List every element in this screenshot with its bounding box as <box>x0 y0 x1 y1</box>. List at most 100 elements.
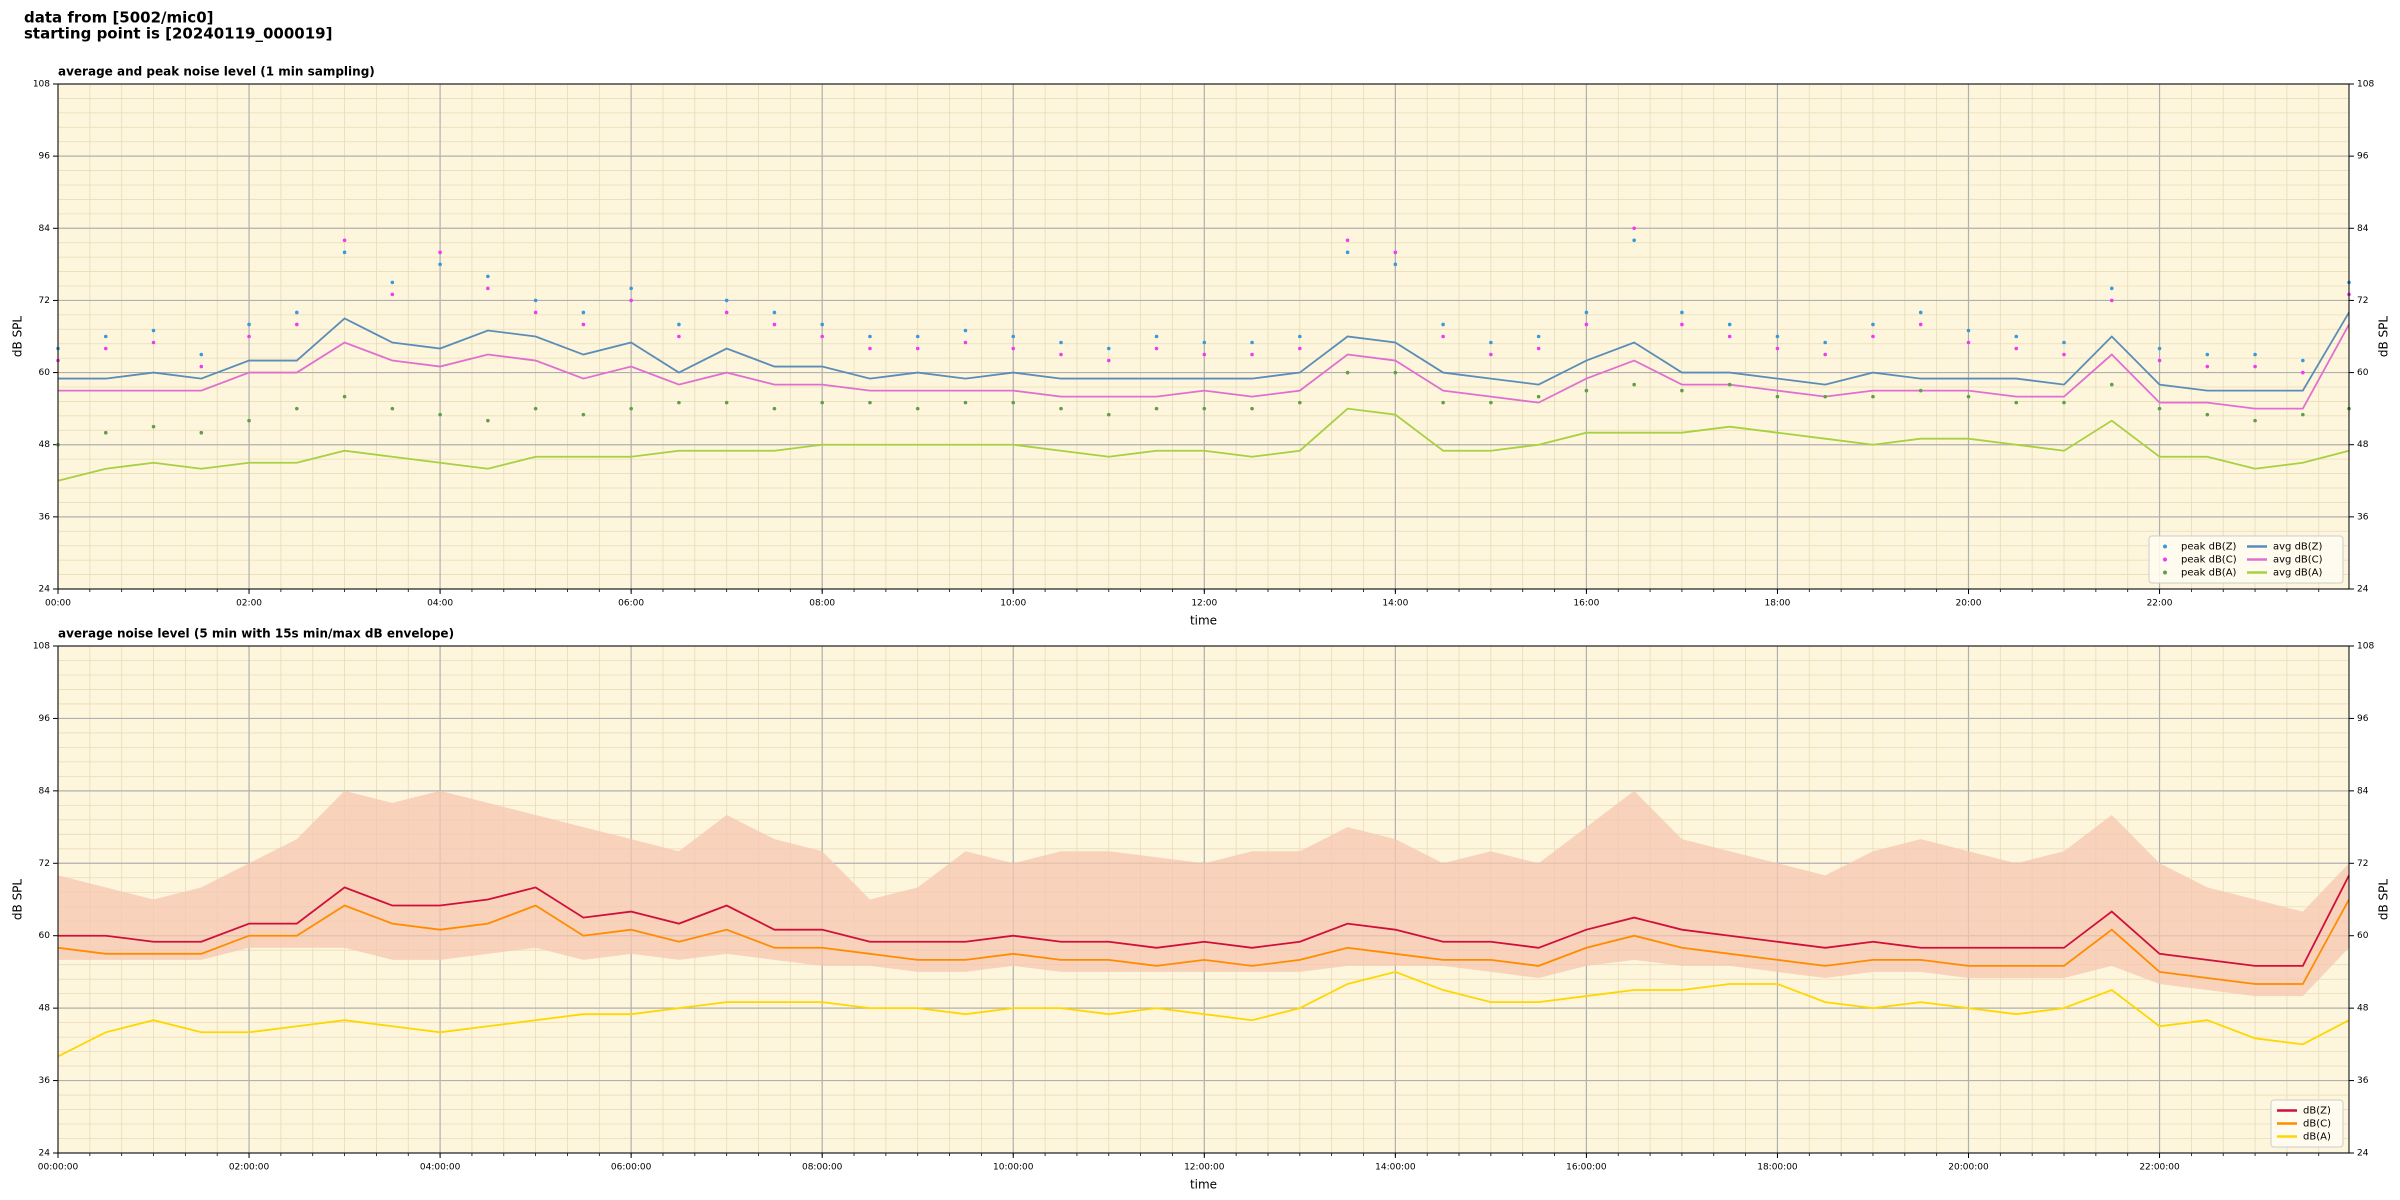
legend-label: dB(A) <box>2303 1132 2331 1143</box>
peak-dot <box>1584 310 1589 315</box>
y-tick-label: 36 <box>2357 1076 2369 1086</box>
peak-dot <box>1059 352 1063 357</box>
peak-dot <box>1489 400 1493 405</box>
y-tick-label: 108 <box>33 642 50 652</box>
y-tick-label: 48 <box>39 440 51 450</box>
x-tick-label: 22:00:00 <box>2139 1163 2180 1173</box>
y-tick-label: 72 <box>2357 859 2368 869</box>
peak-dot <box>2157 406 2162 411</box>
peak-dot <box>247 334 251 339</box>
series-line <box>57 407 2350 482</box>
series-line <box>57 899 2350 985</box>
peak-dot <box>1632 238 1636 243</box>
y-tick-label: 108 <box>33 80 50 90</box>
peak-dot <box>1059 406 1063 411</box>
x-tick-label: 08:00 <box>809 599 835 609</box>
peak-dot <box>1775 394 1780 399</box>
peak-dot <box>2301 370 2305 375</box>
peak-dot <box>915 334 920 339</box>
peak-dot <box>2157 346 2162 351</box>
legend-label: avg dB(A) <box>2273 568 2323 579</box>
peak-dot <box>151 340 156 345</box>
legend-box <box>2148 535 2344 584</box>
peak-dot <box>1823 394 1828 399</box>
peak-dot <box>1441 322 1445 327</box>
peak-dot <box>1011 400 1016 405</box>
chart-title: average noise level (5 min with 15s min/… <box>58 627 454 641</box>
peak-dot <box>2014 334 2019 339</box>
peak-dot <box>629 298 633 303</box>
y-tick-label: 96 <box>39 152 51 162</box>
y-axis-label: dB SPL <box>11 316 25 358</box>
peak-dot <box>2253 364 2257 369</box>
peak-dot <box>486 286 490 291</box>
peak-dot <box>772 310 777 315</box>
legend-label: dB(C) <box>2303 1119 2331 1130</box>
peak-dot <box>1823 340 1828 345</box>
x-tick-label: 06:00:00 <box>611 1163 652 1173</box>
y-tick-label: 96 <box>2357 152 2369 162</box>
peak-dot <box>199 430 204 435</box>
peak-dot <box>295 310 299 315</box>
y-tick-label: 24 <box>2357 1149 2369 1159</box>
peak-dot <box>629 406 633 411</box>
peak-dot <box>1393 250 1398 255</box>
y-tick-label: 60 <box>2357 931 2369 941</box>
plot-frame <box>57 83 2350 590</box>
peak-dot <box>1823 352 1828 357</box>
peak-dot <box>915 406 920 411</box>
peak-dot <box>247 322 251 327</box>
peak-dot <box>438 262 442 267</box>
peak-dot <box>1871 334 1875 339</box>
peak-dot <box>2205 352 2210 357</box>
peak-dot <box>103 430 108 435</box>
peak-dot <box>1154 406 1159 411</box>
peak-dot <box>1918 310 1923 315</box>
x-tick-label: 20:00:00 <box>1948 1163 1989 1173</box>
y-tick-label: 60 <box>2357 368 2369 378</box>
suptitle-line: starting point is [20240119_000019] <box>24 25 332 43</box>
x-tick-label: 00:00:00 <box>38 1163 79 1173</box>
peak-dot <box>533 310 538 315</box>
legend-label: dB(Z) <box>2303 1106 2331 1117</box>
peak-dot <box>1202 406 1207 411</box>
peak-dot <box>963 400 968 405</box>
peak-dot <box>2301 358 2305 363</box>
y-tick-label: 24 <box>39 1149 51 1159</box>
x-tick-label: 14:00 <box>1382 599 1408 609</box>
peak-dot <box>2062 400 2066 405</box>
peak-dot <box>1871 394 1875 399</box>
y-tick-label: 24 <box>39 585 51 595</box>
y-axis-label: dB SPL <box>11 879 25 921</box>
peak-dot <box>342 250 347 255</box>
peak-dot <box>390 292 395 297</box>
peak-dot <box>868 334 872 339</box>
y-tick-label: 84 <box>39 786 51 796</box>
x-tick-label: 16:00 <box>1573 599 1599 609</box>
peak-dot <box>1154 346 1159 351</box>
peak-dot <box>772 322 777 327</box>
legend-label: peak dB(C) <box>2181 555 2237 566</box>
x-tick-label: 08:00:00 <box>802 1163 843 1173</box>
series-line <box>58 874 2350 967</box>
peak-dot <box>1536 334 1541 339</box>
x-tick-label: 20:00 <box>1956 599 1982 609</box>
x-tick-label: 02:00 <box>236 599 262 609</box>
peak-dot <box>1775 346 1780 351</box>
peak-dot <box>438 250 442 255</box>
peak-dot <box>103 334 108 339</box>
peak-dot <box>724 400 729 405</box>
peak-dot <box>1059 340 1063 345</box>
peak-dot <box>1106 346 1111 351</box>
peak-dot <box>820 322 824 327</box>
peak-dot <box>1154 334 1159 339</box>
peak-dot <box>1918 388 1923 393</box>
plot-frame <box>57 645 2350 1154</box>
peak-dot <box>2062 352 2066 357</box>
peak-dot <box>2014 346 2019 351</box>
peak-dot <box>963 340 968 345</box>
peak-dot <box>438 412 442 417</box>
peak-dot <box>581 322 586 327</box>
peak-dot <box>1250 406 1254 411</box>
peak-dot <box>486 274 490 279</box>
